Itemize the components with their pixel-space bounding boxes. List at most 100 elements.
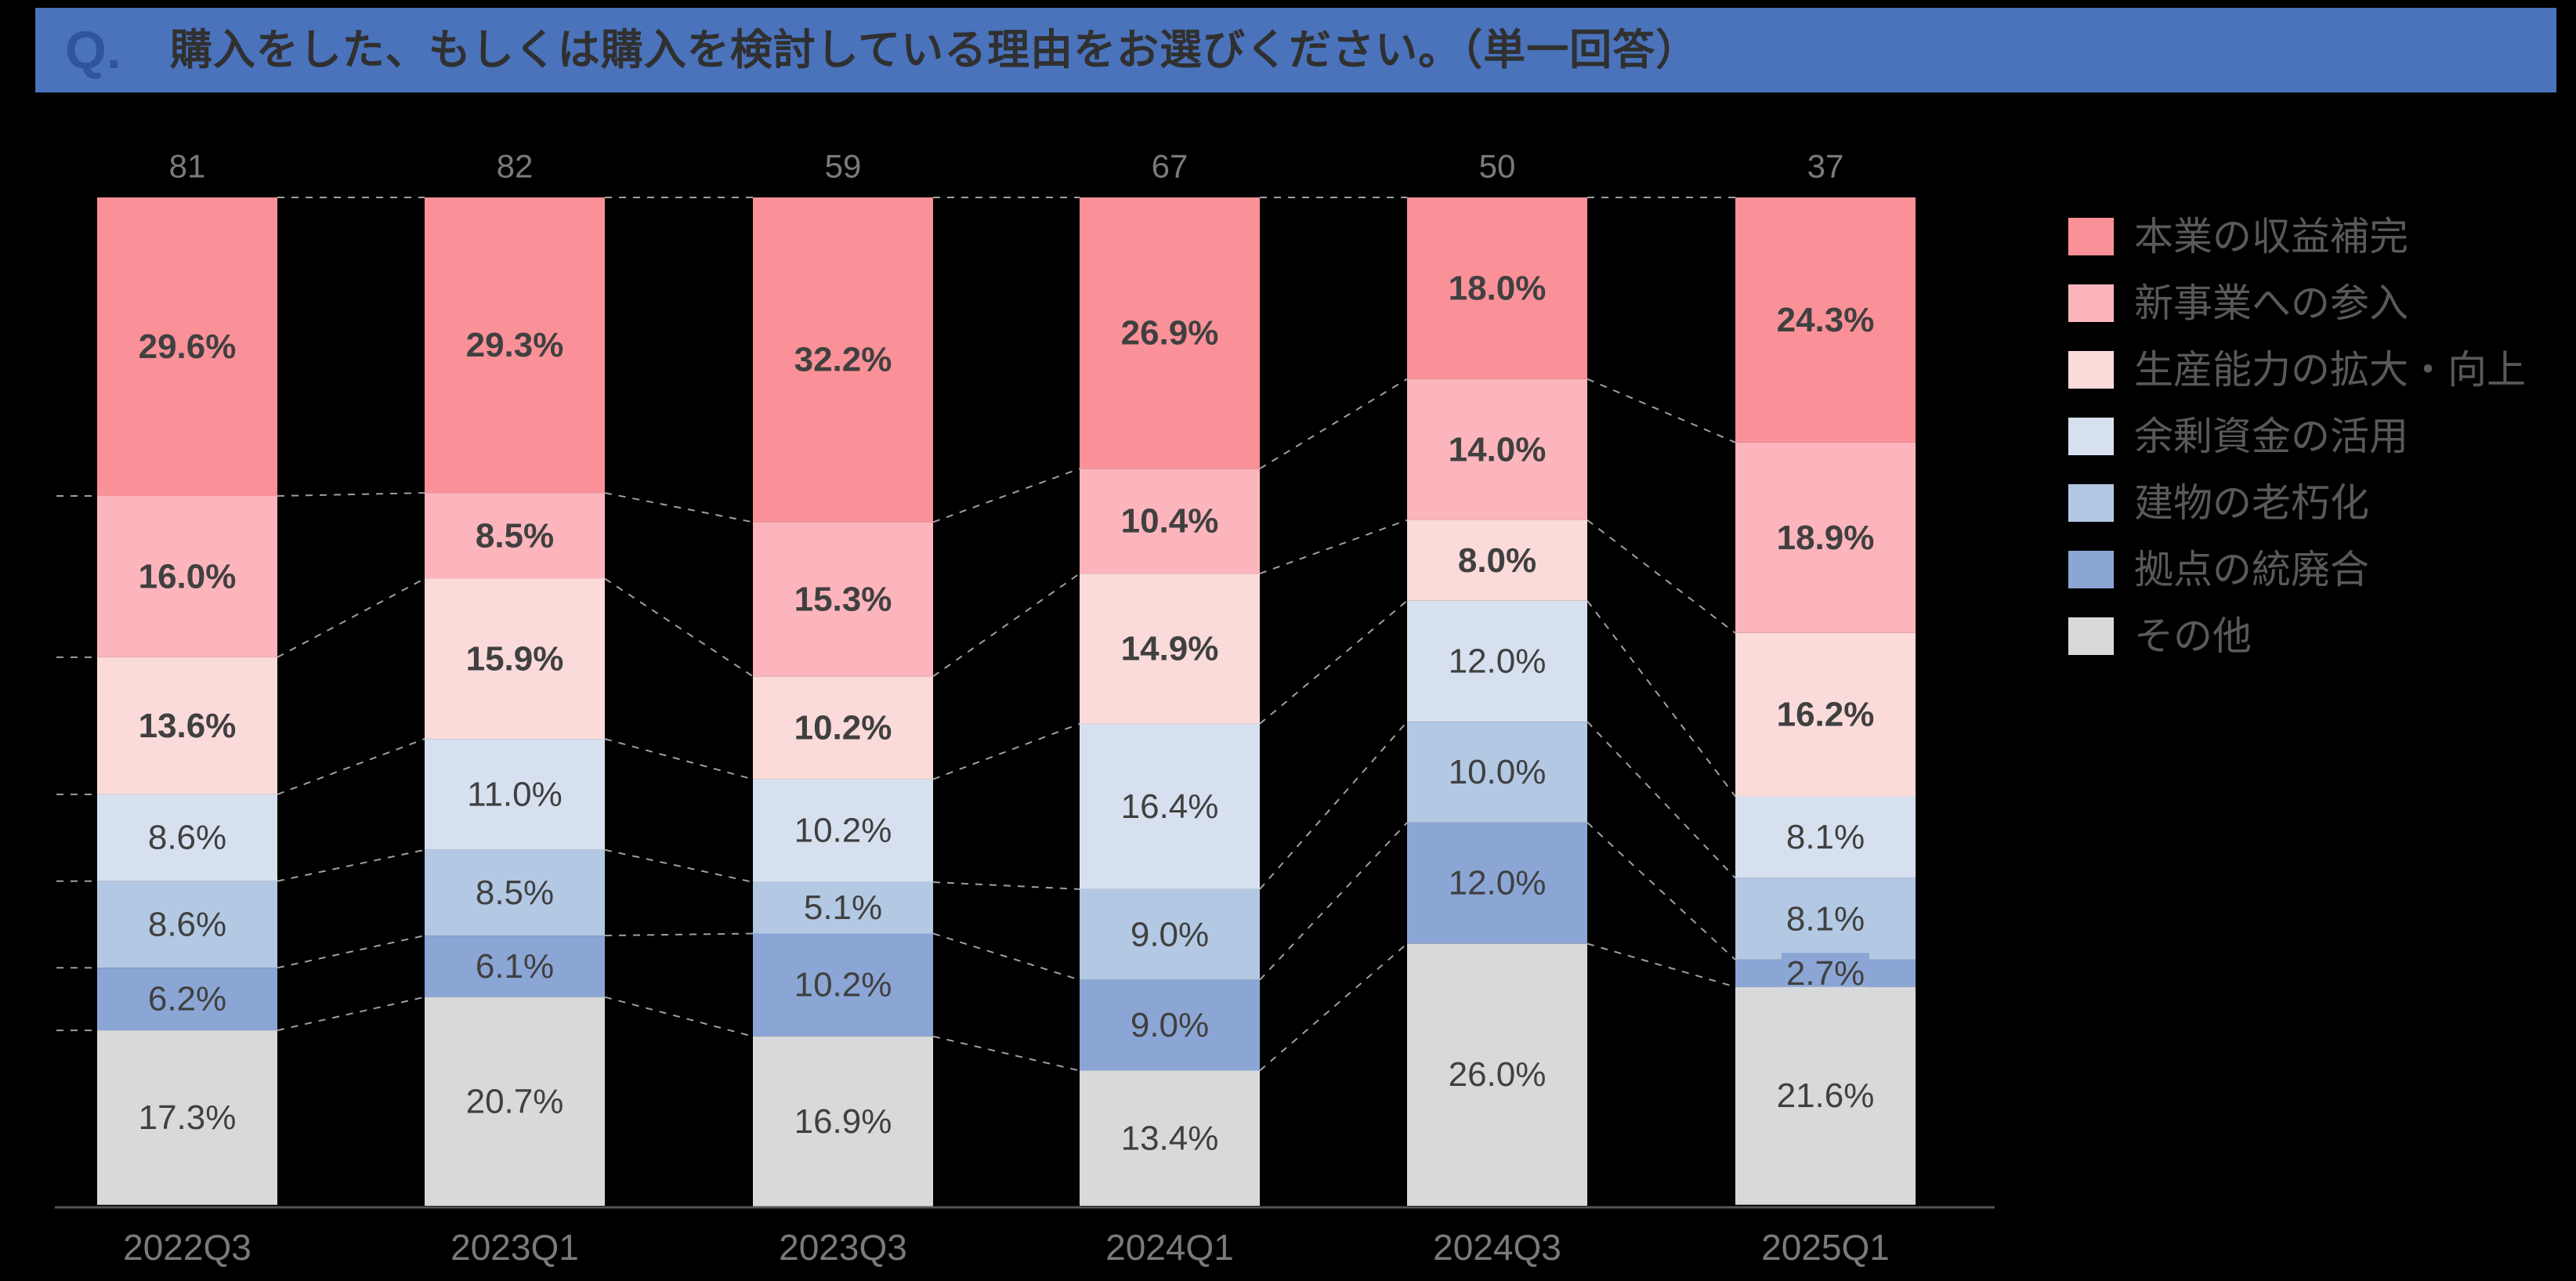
- series-connector-line: [1259, 519, 1408, 575]
- bar-count-label: 67: [1152, 148, 1189, 185]
- segment-value-label: 8.6%: [148, 905, 226, 943]
- segment-value-label: 10.4%: [1121, 502, 1219, 541]
- bar-segment: [1407, 197, 1587, 379]
- series-connector-line: [932, 722, 1080, 780]
- segment-value-label: 8.1%: [1786, 899, 1865, 938]
- bar-segment: [753, 779, 933, 882]
- bar-count-label: 81: [169, 148, 206, 185]
- bar-segment: [753, 197, 933, 523]
- bar-segment: [753, 933, 933, 1037]
- segment-value-label: 8.0%: [1458, 541, 1536, 580]
- segment-value-label: 8.5%: [476, 516, 554, 555]
- legend-label: その他: [2134, 614, 2252, 658]
- bar-segment: [753, 676, 933, 780]
- segment-value-label: 12.0%: [1449, 642, 1547, 681]
- legend-label: 新事業への参入: [2134, 281, 2408, 325]
- segment-value-label: 6.2%: [148, 980, 226, 1019]
- bar-segment: [425, 997, 605, 1206]
- bar-segment: [1735, 633, 1916, 797]
- series-connector-line: [932, 468, 1080, 523]
- segment-value-label: 12.0%: [1449, 864, 1547, 903]
- segment-value-label: 2.7%: [1786, 954, 1865, 993]
- segment-value-label: 29.6%: [139, 327, 237, 366]
- segment-value-label: 5.1%: [804, 888, 882, 927]
- series-connector-line: [1586, 600, 1736, 798]
- segment-value-label: 6.1%: [476, 947, 554, 986]
- bar-segment: [425, 578, 605, 740]
- bar-segment: [97, 496, 277, 657]
- bar-segment: [425, 493, 605, 579]
- chart-legend: 本業の収益補完新事業への参入生産能力の拡大・向上 余剰資金の活用 建物の老朽化 拠点の…: [2068, 217, 2526, 684]
- category-axis-label: 2025Q1: [1761, 1227, 1890, 1268]
- series-connector-line: [1586, 721, 1736, 879]
- legend-swatch: [2068, 484, 2114, 522]
- bar-segment: [97, 197, 277, 496]
- legend-label: 余剰資金の活用: [2134, 414, 2408, 458]
- bar-segment: [1080, 888, 1260, 980]
- segment-value-label: 10.2%: [794, 966, 892, 1004]
- bar-segment: [97, 657, 277, 794]
- segment-value-label: 26.0%: [1449, 1055, 1547, 1094]
- bar-segment: [1080, 469, 1260, 574]
- page-title: 購入をした、もしくは購入を検討している理由をお選びください。（単一回答）: [169, 27, 1699, 74]
- segment-value-label: 18.9%: [1777, 519, 1875, 557]
- series-connector-line: [604, 738, 754, 780]
- bar-segment: [1080, 723, 1260, 889]
- bar-segment: [1735, 442, 1916, 633]
- bar-segment: [1735, 796, 1916, 878]
- series-connector-line: [277, 996, 425, 1032]
- series-connector-line: [1259, 822, 1408, 981]
- legend-label: 建物の老朽化: [2134, 481, 2369, 525]
- legend-item: 本業の収益補完: [2068, 217, 2526, 256]
- segment-value-label: 14.0%: [1449, 430, 1547, 469]
- bar-segment: [425, 849, 605, 936]
- segment-value-label: 9.0%: [1131, 1006, 1209, 1044]
- series-connector-line: [604, 577, 754, 678]
- segment-value-label: 14.9%: [1121, 629, 1219, 668]
- bar-segment: [753, 522, 933, 677]
- category-axis-label: 2024Q3: [1433, 1227, 1561, 1268]
- segment-value-label: 29.3%: [466, 326, 564, 364]
- series-connector-line: [604, 932, 754, 937]
- bar-count-label: 50: [1479, 148, 1516, 185]
- segment-value-label: 11.0%: [467, 775, 563, 813]
- bar-segment: [97, 794, 277, 881]
- bar-segment: [97, 968, 277, 1031]
- segment-value-label: 10.2%: [794, 812, 892, 850]
- series-connector-line: [277, 492, 425, 497]
- segment-value-label: 24.3%: [1777, 301, 1875, 339]
- bar-segment: [1735, 878, 1916, 960]
- segment-value-label: 15.9%: [466, 639, 564, 678]
- segment-value-label: 17.3%: [139, 1098, 237, 1137]
- question-marker: Q.: [65, 20, 121, 80]
- legend-item: 建物の老朽化: [2068, 481, 2526, 525]
- legend-item: 拠点の統廃合: [2068, 548, 2526, 592]
- bar-segment: [97, 881, 277, 968]
- legend-item: 余剰資金の活用: [2068, 414, 2526, 458]
- bar-count-label: 37: [1807, 148, 1844, 185]
- bar-segment: [97, 1030, 277, 1205]
- legend-label: 生産能力の拡大・向上: [2134, 348, 2526, 392]
- bar-segment: [1407, 378, 1587, 520]
- legend-label: 拠点の統廃合: [2134, 548, 2369, 592]
- legend-swatch: [2068, 418, 2114, 455]
- series-connector-line: [277, 738, 425, 795]
- bar-segment: [425, 935, 605, 997]
- series-connector-line: [277, 935, 425, 969]
- category-axis-label: 2024Q1: [1105, 1227, 1234, 1268]
- legend-item: 生産能力の拡大・向上: [2068, 348, 2526, 392]
- segment-label-chip: [1782, 953, 1869, 994]
- category-axis-label: 2023Q3: [779, 1227, 907, 1268]
- series-connector-line: [932, 932, 1080, 981]
- series-connector-line: [1586, 822, 1736, 961]
- legend-item: その他: [2068, 614, 2526, 658]
- segment-value-label: 16.4%: [1121, 787, 1219, 826]
- segment-value-label: 16.9%: [794, 1102, 892, 1141]
- series-connector-line: [1586, 943, 1736, 988]
- bar-segment: [753, 881, 933, 934]
- bar-segment: [1735, 197, 1916, 443]
- category-axis-label: 2023Q1: [450, 1227, 579, 1268]
- series-connector-line: [604, 849, 754, 883]
- series-connector-line: [1586, 378, 1736, 443]
